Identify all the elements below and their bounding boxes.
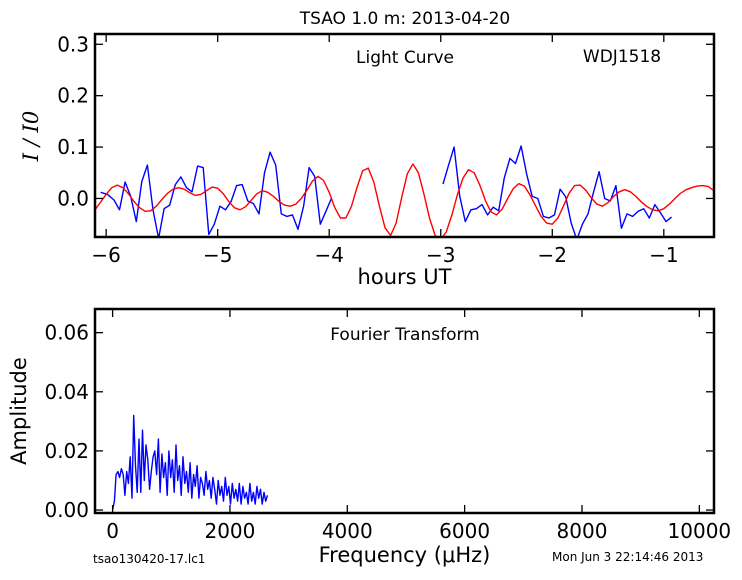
x-tick-label: 2000 bbox=[204, 519, 255, 543]
x-tick-label: 0 bbox=[106, 519, 119, 543]
x-axis-label: hours UT bbox=[358, 265, 452, 289]
y-axis-label: I / I0 bbox=[19, 111, 43, 162]
y-tick-label: 0.3 bbox=[57, 32, 89, 56]
chart-annotation: Light Curve bbox=[356, 48, 454, 68]
x-axis-label: Frequency (μHz) bbox=[319, 543, 491, 567]
series-line-1-0 bbox=[95, 163, 714, 237]
y-tick-label: 0.06 bbox=[44, 321, 89, 345]
fourier-transform-panel: 0 2000 4000 6000 8000 10000 0.00 0.02 0.04 0.06 Fr… bbox=[7, 307, 732, 567]
y-tick-label: 0.0 bbox=[57, 186, 89, 210]
chart-annotation: WDJ1518 bbox=[583, 47, 661, 67]
plot-frame bbox=[93, 32, 716, 239]
light-curve-panel: −6 −5 −4 −3 −2 −1 0.0 0.1 0.2 0.3 hours UT I / I0 Li… bbox=[19, 32, 716, 289]
y-tick-label: 0.1 bbox=[57, 135, 89, 159]
series-group bbox=[111, 414, 269, 511]
x-tick-label: −1 bbox=[649, 243, 678, 267]
x-tick-label: −5 bbox=[203, 243, 232, 267]
plot-frame bbox=[93, 307, 716, 515]
x-tick-label: 4000 bbox=[322, 519, 373, 543]
series-line-0-0 bbox=[111, 414, 269, 511]
y-tick-label: 0.2 bbox=[57, 84, 89, 108]
footer-timestamp: Mon Jun 3 22:14:46 2013 bbox=[552, 550, 704, 564]
x-tick-label: −4 bbox=[314, 243, 343, 267]
chart-annotation: Fourier Transform bbox=[330, 325, 479, 345]
y-tick-label: 0.04 bbox=[44, 380, 89, 404]
x-tick-label: −2 bbox=[538, 243, 567, 267]
x-tick-label: 8000 bbox=[557, 519, 608, 543]
series-group bbox=[95, 145, 714, 237]
x-tick-label: 6000 bbox=[439, 519, 490, 543]
figure-title: TSAO 1.0 m: 2013-04-20 bbox=[299, 9, 511, 29]
y-tick-label: 0.00 bbox=[44, 498, 89, 522]
footer-filename: tsao130420-17.lc1 bbox=[93, 552, 206, 566]
series-line-0-0 bbox=[100, 151, 333, 237]
x-tick-label: −3 bbox=[426, 243, 455, 267]
series-line-0-1 bbox=[442, 145, 673, 237]
y-axis-label: Amplitude bbox=[7, 357, 31, 465]
y-tick-label: 0.02 bbox=[44, 439, 89, 463]
x-tick-label: −6 bbox=[91, 243, 120, 267]
x-tick-label: 10000 bbox=[668, 519, 732, 543]
